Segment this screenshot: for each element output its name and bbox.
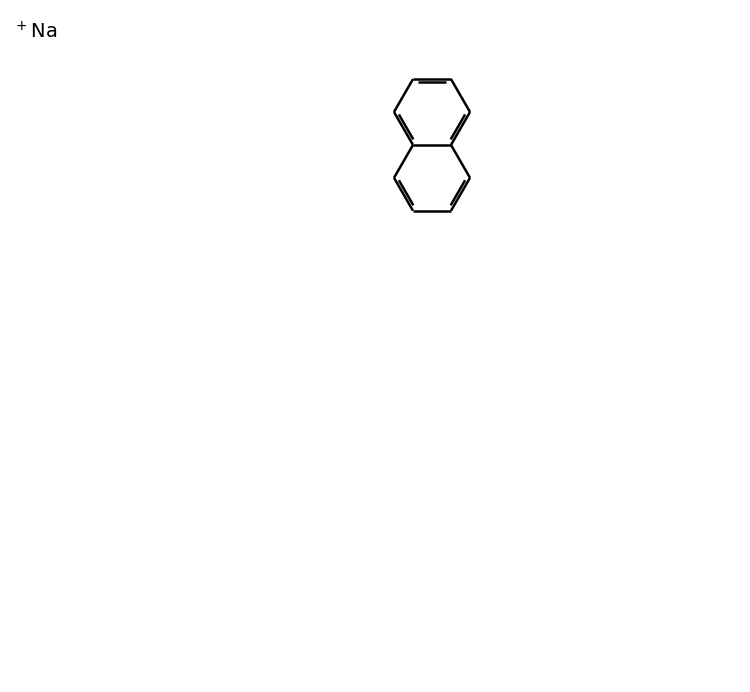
Text: $^+$Na: $^+$Na bbox=[13, 21, 57, 43]
